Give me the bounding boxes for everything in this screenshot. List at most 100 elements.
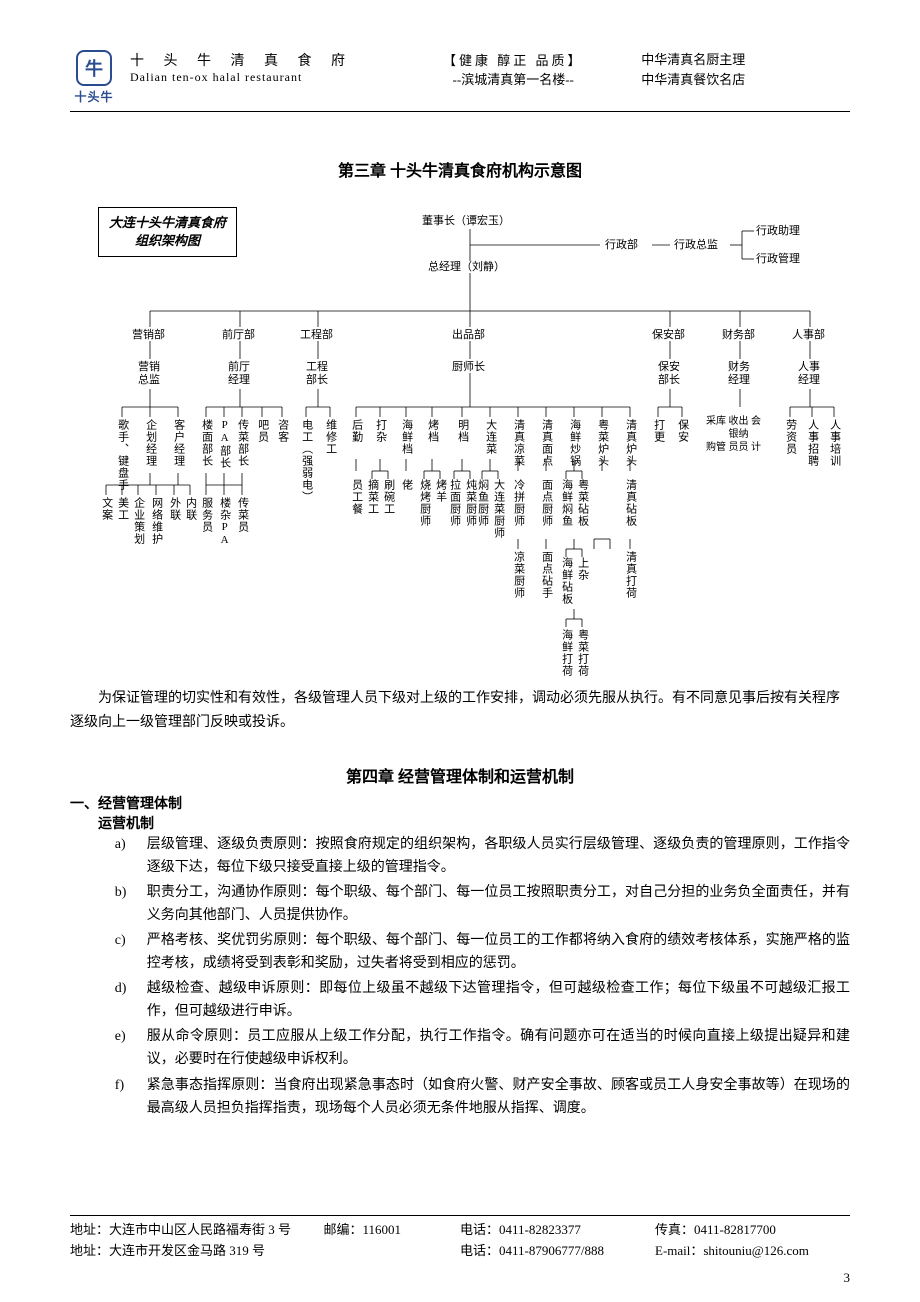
head-eng: 工程 部长 bbox=[306, 361, 328, 386]
dept-hr: 人事部 bbox=[792, 329, 825, 342]
dept-front: 前厅部 bbox=[222, 329, 255, 342]
mktg-leaf-3: 网络维护 bbox=[150, 497, 163, 545]
footer-tel1: 电话：0411-82823377 bbox=[460, 1220, 655, 1241]
front-sub-3: 吧员 bbox=[256, 419, 269, 443]
ox-icon: 牛 bbox=[76, 50, 112, 86]
slogan-1: 【健康 醇正 品质】 bbox=[397, 50, 629, 69]
honor-2: 中华清真餐饮名店 bbox=[641, 70, 850, 90]
k-hxc3-0: 海鲜打荷 bbox=[560, 629, 573, 677]
footer-tel2: 电话：0411-87906777/888 bbox=[460, 1241, 655, 1262]
footer-divider bbox=[70, 1215, 850, 1216]
k-yue-0: 清真砧板 bbox=[624, 479, 637, 527]
k-sub-2: 海鲜档 bbox=[400, 419, 413, 455]
honor-1: 中华清真名厨主理 bbox=[641, 50, 850, 70]
mktg-sub-1: 企划经理 bbox=[144, 419, 157, 467]
k-dl-0: 焖鱼厨师 bbox=[476, 479, 489, 527]
footer-email: E-mail：shitouniu@126.com bbox=[655, 1241, 850, 1262]
org-chart: 大连十头牛清真食府 组织架构图 bbox=[70, 201, 850, 681]
mktg-leaf-0: 文案 bbox=[100, 497, 113, 521]
hr-sub-2: 人事培训 bbox=[828, 419, 841, 467]
head-hr: 人事 经理 bbox=[798, 361, 820, 386]
front-sub-0: 楼面部长 bbox=[200, 419, 213, 467]
k-houqin-0: 员工餐 bbox=[350, 479, 363, 515]
sec-sub-0: 打更 bbox=[652, 419, 665, 443]
head-finance: 财务 经理 bbox=[728, 361, 750, 386]
k-hxc-1: 粤菜砧板 bbox=[576, 479, 589, 527]
k-ming-1: 炖菜厨师 bbox=[464, 479, 477, 527]
k-sub-10: 清真炉头 bbox=[624, 419, 637, 467]
section-1-head: 一、经营管理体制 bbox=[70, 793, 850, 813]
k-hx-0: 佬 bbox=[400, 479, 413, 491]
node-admin-dir: 行政总监 bbox=[674, 239, 718, 252]
header-left: 十 头 牛 清 真 食 府 Dalian ten-ox halal restau… bbox=[130, 50, 385, 85]
k-daza-0: 摘菜工 bbox=[366, 479, 379, 515]
front-leaf-0: 服务员 bbox=[200, 497, 213, 533]
k-daza-1: 刷碗工 bbox=[382, 479, 395, 515]
hr-sub-0: 劳资员 bbox=[784, 419, 797, 455]
front-sub-4: 咨客 bbox=[276, 419, 289, 443]
mktg-leaf-1: 美工 bbox=[116, 497, 129, 521]
k-sub-1: 打杂 bbox=[374, 419, 387, 443]
footer-addr1: 地址：大连市中山区人民路福寿街 3 号 bbox=[70, 1220, 324, 1241]
k-sub-5: 大连菜 bbox=[484, 419, 497, 455]
k-sub-9: 粤菜炉头 bbox=[596, 419, 609, 467]
dept-eng: 工程部 bbox=[300, 329, 333, 342]
k-sub-7: 清真面点 bbox=[540, 419, 553, 467]
k-mian2-0: 面点砧手 bbox=[540, 551, 553, 599]
restaurant-name-en: Dalian ten-ox halal restaurant bbox=[130, 70, 385, 85]
slogan-2: --滨城清真第一名楼-- bbox=[397, 69, 629, 88]
list-item: b)职责分工，沟通协作原则：每个职级、每个部门、每一位员工按照职责分工，对自己分… bbox=[115, 881, 850, 927]
header-right: 中华清真名厨主理 中华清真餐饮名店 bbox=[641, 50, 850, 89]
list-item: f)紧急事态指挥原则：当食府出现紧急事态时（如食府火警、财产安全事故、顾客或员工… bbox=[115, 1074, 850, 1120]
node-chairman: 董事长（谭宏玉） bbox=[422, 215, 510, 228]
hr-sub-1: 人事招聘 bbox=[806, 419, 819, 467]
k-sub-6: 清真凉菜 bbox=[512, 419, 525, 467]
k-sub-8: 海鲜炒锅 bbox=[568, 419, 581, 467]
k-sub-4: 明档 bbox=[456, 419, 469, 443]
footer-addr2: 地址：大连市开发区金马路 319 号 bbox=[70, 1241, 324, 1262]
footer-fax: 传真：0411-82817700 bbox=[655, 1220, 850, 1241]
front-sub-2: 传菜部长 bbox=[236, 419, 249, 467]
k-hxc3-1: 粤菜打荷 bbox=[576, 629, 589, 677]
k-hxc-0: 海鲜焖鱼 bbox=[560, 479, 573, 527]
list-item: e)服从命令原则：员工应服从上级工作分配，执行工作指令。确有问题亦可在适当的时候… bbox=[115, 1025, 850, 1071]
restaurant-name-cn: 十 头 牛 清 真 食 府 bbox=[130, 50, 385, 70]
mktg-sub-0: 歌手、键盘手 bbox=[116, 419, 129, 491]
mktg-sub-2: 客户经理 bbox=[172, 419, 185, 467]
sec-sub-1: 保安 bbox=[676, 419, 689, 443]
logo-text: 十头牛 bbox=[74, 88, 113, 105]
head-security: 保安 部长 bbox=[658, 361, 680, 386]
section-1-sub: 运营机制 bbox=[98, 813, 850, 833]
node-admin-asst: 行政助理 bbox=[756, 225, 800, 238]
eng-sub-1: 维修工 bbox=[324, 419, 337, 455]
node-admin-dept: 行政部 bbox=[605, 239, 638, 252]
page-header: 牛 十头牛 十 头 牛 清 真 食 府 Dalian ten-ox halal … bbox=[70, 50, 850, 112]
fin-sub: 采库 收出 会 银纳 购管 员员 计 bbox=[706, 415, 761, 454]
k-yue2-0: 清真打荷 bbox=[624, 551, 637, 599]
k-kao-0: 烧烤厨师 bbox=[418, 479, 431, 527]
logo: 牛 十头牛 bbox=[70, 50, 118, 105]
list-item: a)层级管理、逐级负责原则：按照食府规定的组织架构，各职级人员实行层级管理、逐级… bbox=[115, 833, 850, 879]
k-liang2-0: 凉菜厨师 bbox=[512, 551, 525, 599]
k-dl-1: 大连菜厨师 bbox=[492, 479, 505, 539]
dept-finance: 财务部 bbox=[722, 329, 755, 342]
mktg-leaf-2: 企业策划 bbox=[132, 497, 145, 545]
dept-security: 保安部 bbox=[652, 329, 685, 342]
footer-zip: 邮编：116001 bbox=[324, 1220, 461, 1241]
head-chef: 厨师长 bbox=[452, 361, 485, 374]
front-leaf-2: 传菜员 bbox=[236, 497, 249, 533]
paragraph-1: 为保证管理的切实性和有效性，各级管理人员下级对上级的工作安排，调动必须先服从执行… bbox=[70, 687, 850, 735]
dept-kitchen: 出品部 bbox=[452, 329, 485, 342]
eng-sub-0: 电工（强弱电） bbox=[300, 419, 313, 503]
mktg-leaf-5: 内联 bbox=[184, 497, 197, 521]
principle-list: a)层级管理、逐级负责原则：按照食府规定的组织架构，各职级人员实行层级管理、逐级… bbox=[115, 833, 850, 1120]
k-mian-0: 面点厨师 bbox=[540, 479, 553, 527]
mktg-leaf-4: 外联 bbox=[168, 497, 181, 521]
page-footer: 地址：大连市中山区人民路福寿街 3 号 邮编：116001 电话：0411-82… bbox=[70, 1215, 850, 1262]
chapter-3-title: 第三章 十头牛清真食府机构示意图 bbox=[70, 157, 850, 181]
node-admin-mgmt: 行政管理 bbox=[756, 253, 800, 266]
head-marketing: 营销 总监 bbox=[138, 361, 160, 386]
k-sub-0: 后勤 bbox=[350, 419, 363, 443]
head-front: 前厅 经理 bbox=[228, 361, 250, 386]
list-item: d)越级检查、越级申诉原则：即每位上级虽不越级下达管理指令，但可越级检查工作；每… bbox=[115, 977, 850, 1023]
